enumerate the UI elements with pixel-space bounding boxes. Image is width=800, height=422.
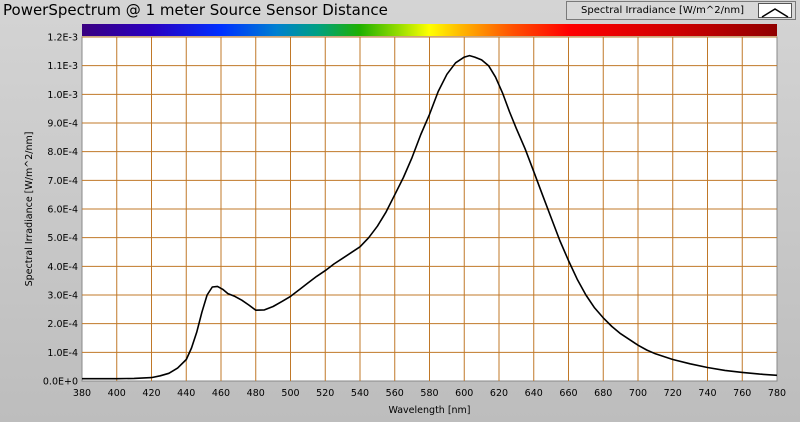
x-tick-label: 680 [594,388,612,399]
x-tick-label: 380 [73,388,91,399]
x-tick-label: 500 [281,388,299,399]
chart-title: PowerSpectrum @ 1 meter Source Sensor Di… [3,1,388,19]
x-tick-label: 540 [351,388,369,399]
line-swatch-icon[interactable] [758,3,792,18]
x-tick-label: 640 [525,388,543,399]
x-tick-label: 560 [386,388,404,399]
x-tick-label: 780 [768,388,786,399]
y-tick-label: 1.2E-3 [47,33,78,44]
y-axis-label: Spectral Irradiance [W/m^2/nm] [24,132,35,287]
x-tick-label: 740 [698,388,716,399]
x-tick-label: 620 [490,388,508,399]
x-tick-label: 700 [629,388,647,399]
x-tick-label: 440 [177,388,195,399]
legend[interactable]: Spectral Irradiance [W/m^2/nm] [566,1,796,20]
spectrum-color-bar [82,24,777,36]
x-tick-label: 580 [420,388,438,399]
y-tick-label: 9.0E-4 [47,119,78,130]
x-axis-ticks: 380 400 420 440 460 480 500 520 540 560 580 600 620 6… [73,388,786,399]
y-tick-label: 1.0E-3 [47,90,78,101]
y-axis-ticks: 0.0E+0 1.0E-4 2.0E-4 3.0E-4 4.0E-4 5.0E-4 6.0E… [43,33,78,388]
x-tick-label: 600 [455,388,473,399]
y-tick-label: 1.1E-3 [47,61,78,72]
x-tick-label: 400 [108,388,126,399]
series-group [82,54,778,380]
y-tick-label: 4.0E-4 [47,262,78,273]
x-tick-label: 420 [142,388,160,399]
x-tick-label: 720 [664,388,682,399]
y-tick-label: 5.0E-4 [47,233,78,244]
x-tick-label: 760 [733,388,751,399]
y-tick-label: 0.0E+0 [43,377,78,388]
y-tick-label: 3.0E-4 [47,291,78,302]
x-axis-label: Wavelength [nm] [388,405,470,416]
series-line-spectral-irradiance [82,54,778,380]
x-tick-label: 660 [559,388,577,399]
x-tick-label: 460 [212,388,230,399]
y-tick-label: 7.0E-4 [47,176,78,187]
y-tick-label: 8.0E-4 [47,147,78,158]
x-tick-label: 520 [316,388,334,399]
legend-label: Spectral Irradiance [W/m^2/nm] [581,5,744,16]
y-tick-label: 6.0E-4 [47,205,78,216]
y-tick-label: 1.0E-4 [47,348,78,359]
grid-lines [82,36,777,381]
x-tick-label: 480 [247,388,265,399]
y-tick-label: 2.0E-4 [47,319,78,330]
